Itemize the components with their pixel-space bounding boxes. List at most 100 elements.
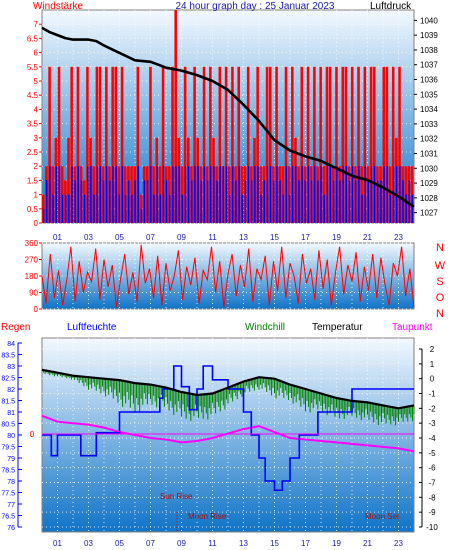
temperature-x-axis: 01 03 05 07 09 11 13 15 17 19 21 23 (53, 539, 403, 548)
humidity-tick-label: 77.5 (1, 491, 15, 498)
gust-bar (383, 166, 385, 223)
humidity-tick-label: 83 (7, 364, 15, 371)
wind-x-tick-label: 01 (53, 233, 62, 242)
wind-x-tick-label: 07 (146, 233, 155, 242)
gust-bar (232, 166, 234, 223)
wind-x-tick-label: 11 (208, 233, 217, 242)
wind-bar (231, 66, 234, 223)
temperature-label: Temperatur (312, 322, 363, 333)
humidity-tick-label: 80 (7, 433, 15, 440)
gust-bar (380, 180, 382, 223)
gust-bar (213, 166, 215, 223)
gust-bar (355, 180, 357, 223)
wind-bar (209, 66, 212, 223)
wind-bar (48, 66, 51, 223)
gust-bar (109, 180, 111, 223)
gust-bar (49, 166, 51, 223)
direction-tick-label: 0 (34, 305, 39, 314)
temperature-tick-label: -6 (428, 464, 436, 473)
temperature-x-tick-label: 17 (301, 539, 310, 548)
wind-bar (306, 66, 310, 223)
gust-bar (310, 180, 313, 223)
gust-bar (216, 180, 218, 223)
temperature-x-tick-label: 23 (394, 539, 403, 548)
gust-bar (288, 194, 291, 223)
wind-bar (357, 66, 360, 223)
pressure-tick-label: 1031 (420, 149, 438, 158)
compass-label: W (435, 260, 446, 272)
compass-label: S (436, 276, 443, 288)
humidity-tick-label: 81.5 (1, 399, 15, 406)
wind-bar (284, 66, 288, 223)
wind-bar (76, 66, 80, 223)
temperature-tick-label: 0 (430, 375, 435, 384)
pressure-tick-label: 1034 (420, 105, 438, 114)
gust-bar (367, 180, 370, 223)
humidity-path (42, 365, 414, 491)
humidity-tick-label: 78.5 (1, 468, 15, 475)
gust-bar (339, 180, 341, 223)
gust-bar (150, 166, 152, 223)
gust-bar (370, 166, 373, 223)
wind-bar (335, 66, 338, 223)
gust-bar (165, 180, 168, 223)
wind-bar (98, 66, 102, 223)
temperature-tick-label: -5 (428, 449, 436, 458)
gust-bar (358, 166, 360, 223)
gust-bar (61, 194, 64, 223)
gust-bar (93, 194, 95, 223)
pressure-tick-label: 1027 (420, 209, 438, 218)
wind-bar (265, 66, 269, 223)
gust-bar (348, 180, 351, 223)
wind-x-tick-label: 13 (239, 233, 248, 242)
wind-bar (218, 66, 222, 223)
gust-bar (377, 180, 379, 223)
wind-bar (70, 66, 73, 223)
gust-bar (203, 166, 206, 223)
gust-bar (131, 194, 133, 223)
gust-bar (187, 166, 190, 223)
gust-bar (241, 194, 243, 223)
humidity-tick-label: 77 (7, 502, 15, 509)
gust-bar (159, 194, 162, 223)
gust-bar (102, 180, 105, 223)
wind-bar (67, 137, 70, 223)
gust-bar (301, 166, 303, 223)
wind-bar (105, 66, 108, 223)
wind-bar (319, 66, 322, 223)
gust-bar (411, 194, 414, 223)
gust-bar (115, 166, 117, 223)
gust-bar (121, 166, 124, 223)
gust-bar (238, 166, 240, 223)
wind-x-tick-label: 09 (177, 233, 186, 242)
temperature-tick-label: -9 (428, 508, 436, 517)
direction-tick-label: 180 (25, 272, 39, 281)
gust-bar (291, 166, 294, 223)
gust-bar (112, 166, 114, 223)
wind-tick-label: 5.5 (27, 63, 39, 72)
gust-bar (329, 166, 332, 223)
gust-bar (74, 180, 76, 223)
chart-title: 24 hour graph day : 25 Januar 2023 (175, 1, 334, 12)
wind-x-tick-label: 03 (84, 233, 93, 242)
wind-bar (300, 66, 304, 223)
humidity-tick-label: 79.5 (1, 445, 15, 452)
gust-bar (336, 166, 338, 223)
gust-bar (46, 180, 48, 223)
moon-rise-label: Moon Rise (188, 512, 227, 521)
gust-bar (87, 166, 89, 223)
wind-bar (256, 66, 259, 223)
wind-x-tick-label: 05 (115, 233, 124, 242)
wind-bar (171, 66, 174, 223)
gust-bar (143, 180, 146, 223)
gust-bar (251, 180, 253, 223)
wind-tick-label: 4.5 (27, 91, 39, 100)
wind-tick-label: 3 (34, 134, 39, 143)
gust-bar (295, 166, 297, 223)
wind-bar (114, 66, 118, 223)
gust-bar (282, 194, 284, 223)
gust-bar (323, 194, 325, 223)
wind-bar (363, 66, 367, 223)
humidity-tick-label: 82.5 (1, 376, 15, 383)
